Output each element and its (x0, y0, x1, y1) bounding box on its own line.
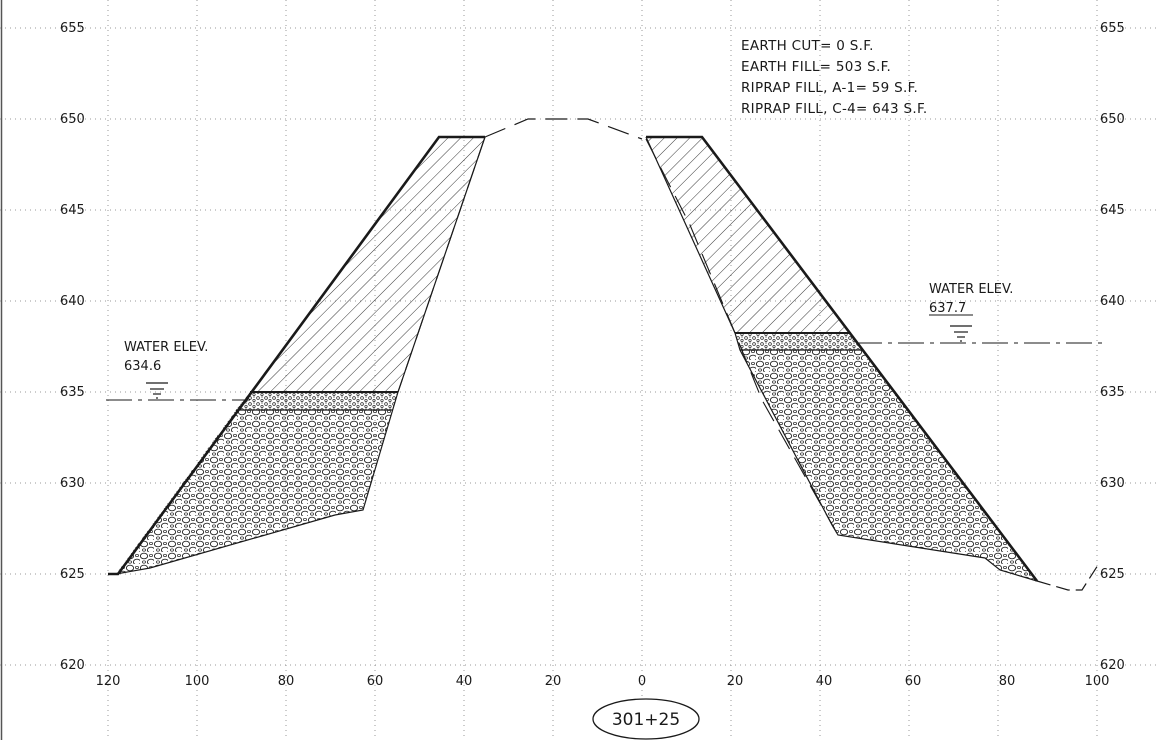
y-label-left: 640 (60, 294, 85, 309)
y-label-left: 655 (60, 21, 85, 36)
water-elev-left-label: WATER ELEV. 634.6 (124, 340, 208, 374)
earth-cut-note: EARTH CUT= 0 S.F. (741, 38, 874, 54)
x-label: 20 (727, 674, 744, 689)
left-riprap-c4 (116, 410, 393, 574)
water-elev-right-title: WATER ELEV. (929, 282, 1013, 297)
x-label: 40 (456, 674, 473, 689)
water-elev-left-value: 634.6 (124, 359, 161, 374)
water-elev-right-label: WATER ELEV. 637.7 (929, 282, 1013, 316)
y-label-left: 630 (60, 476, 85, 491)
right-riprap-a1 (735, 333, 862, 350)
y-label-right: 635 (1100, 385, 1125, 400)
x-axis: 120 100 80 60 40 20 0 20 40 60 80 100 (96, 674, 1110, 689)
existing-ground-left-slope (397, 136, 486, 393)
y-label-right: 630 (1100, 476, 1125, 491)
station-text: 301+25 (612, 710, 680, 730)
y-label-left: 650 (60, 112, 85, 127)
x-label: 60 (367, 674, 384, 689)
water-symbol-right (950, 325, 972, 342)
y-axis-left: 655 650 645 640 635 630 625 620 (60, 21, 85, 673)
y-label-left: 625 (60, 567, 85, 582)
x-label: 80 (278, 674, 295, 689)
y-label-left: 645 (60, 203, 85, 218)
y-label-left: 635 (60, 385, 85, 400)
y-label-right: 625 (1100, 567, 1125, 582)
quantities-note: EARTH CUT= 0 S.F. EARTH FILL= 503 S.F. R… (741, 38, 927, 117)
y-label-right: 620 (1100, 658, 1125, 673)
x-label: 60 (905, 674, 922, 689)
x-label: 0 (638, 674, 646, 689)
y-axis-right: 655 650 645 640 635 630 625 620 (1100, 21, 1125, 673)
x-label: 120 (96, 674, 121, 689)
station-label: 301+25 (592, 698, 700, 740)
right-riprap-c4 (740, 350, 1037, 581)
water-symbol-left (146, 382, 168, 399)
x-label: 100 (1085, 674, 1110, 689)
earth-fill-note: EARTH FILL= 503 S.F. (741, 59, 891, 75)
left-riprap-a1 (236, 392, 398, 410)
right-existing-ground-dashed (645, 138, 839, 536)
y-label-right: 655 (1100, 21, 1125, 36)
riprap-a1-note: RIPRAP FILL, A-1= 59 S.F. (741, 80, 918, 96)
y-label-left: 620 (60, 658, 85, 673)
x-label: 40 (816, 674, 833, 689)
station-ellipse (592, 698, 700, 740)
y-label-right: 640 (1100, 294, 1125, 309)
riprap-c4-note: RIPRAP FILL, C-4= 643 S.F. (741, 101, 927, 117)
right-outer-slope (646, 135, 1039, 582)
right-toe-ground (1036, 564, 1099, 591)
x-label: 80 (999, 674, 1016, 689)
right-earth-fill (646, 137, 851, 333)
water-elev-right-value: 637.7 (929, 301, 966, 316)
y-label-right: 650 (1100, 112, 1125, 127)
x-label: 20 (545, 674, 562, 689)
y-label-right: 645 (1100, 203, 1125, 218)
x-label: 100 (185, 674, 210, 689)
left-outer-slope (108, 135, 485, 576)
water-elev-left-title: WATER ELEV. (124, 340, 208, 355)
existing-ground-dashed (484, 118, 643, 140)
left-earth-fill (250, 137, 485, 392)
